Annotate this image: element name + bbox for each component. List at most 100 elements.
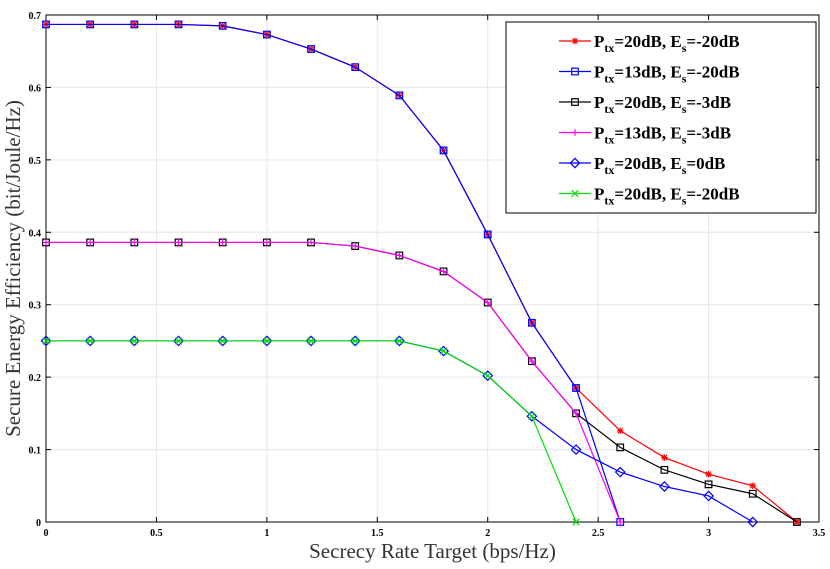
y-tick-label: 0.7 bbox=[29, 11, 42, 22]
data-point-4 bbox=[42, 239, 50, 246]
legend-marker bbox=[571, 129, 579, 136]
data-point-6 bbox=[174, 337, 183, 345]
data-point-6 bbox=[528, 412, 536, 420]
data-point-4 bbox=[528, 357, 536, 365]
legend-marker bbox=[571, 67, 579, 76]
legend-entry-3: Ptx=20dB, Es=-3dB bbox=[559, 93, 731, 116]
data-point-6 bbox=[572, 518, 580, 526]
x-tick-label: 1 bbox=[264, 528, 269, 539]
data-point-4 bbox=[351, 242, 359, 250]
data-point-1 bbox=[793, 518, 801, 526]
legend-label: Ptx=20dB, Es=-3dB bbox=[594, 93, 731, 116]
x-tick-label: 1.5 bbox=[371, 528, 384, 539]
x-tick-label: 0 bbox=[44, 528, 49, 539]
data-point-2 bbox=[351, 63, 360, 72]
data-point-4 bbox=[219, 239, 226, 246]
data-point-4 bbox=[86, 239, 94, 246]
series-4 bbox=[42, 239, 624, 526]
series-line-2 bbox=[46, 23, 621, 523]
y-tick-label: 0.5 bbox=[29, 156, 42, 167]
data-point-6 bbox=[130, 337, 139, 345]
plot-frame bbox=[45, 14, 820, 523]
y-tick-label: 0 bbox=[36, 518, 41, 529]
legend-box bbox=[505, 21, 817, 214]
data-point-6 bbox=[439, 347, 448, 355]
legend: Ptx=20dB, Es=-20dB Ptx=13dB, Es=-20dB Ptx=… bbox=[505, 21, 817, 214]
series-line-4 bbox=[46, 241, 621, 523]
legend-label: Ptx=13dB, Es=-20dB bbox=[594, 63, 740, 86]
data-point-5 bbox=[438, 345, 449, 357]
data-point-5 bbox=[703, 490, 715, 502]
axis-ticks: 0 0.5 1 1.5 2 2.5 3 3.5 0 0.1 0.2 0.3 0.4 0.5 0.6 0.7 bbox=[29, 11, 826, 539]
data-point-2 bbox=[439, 146, 448, 155]
data-point-5 bbox=[393, 335, 405, 347]
legend-label: Ptx=20dB, Es=-20dB bbox=[594, 185, 740, 208]
x-tick-label: 3.5 bbox=[813, 528, 826, 539]
data-point-5 bbox=[305, 335, 317, 347]
y-tick-label: 0.6 bbox=[29, 83, 42, 94]
legend-entry-4: Ptx=13dB, Es=-3dB bbox=[559, 124, 731, 147]
data-point-3 bbox=[793, 518, 801, 526]
data-point-5 bbox=[747, 516, 759, 528]
data-point-2 bbox=[307, 45, 315, 53]
data-point-3 bbox=[748, 489, 757, 498]
data-point-4 bbox=[616, 518, 624, 526]
data-point-5 bbox=[261, 335, 273, 347]
data-point-5 bbox=[658, 481, 670, 492]
data-point-6 bbox=[263, 337, 271, 345]
data-point-2 bbox=[174, 20, 183, 29]
data-point-4 bbox=[396, 252, 403, 259]
x-tick-label: 3 bbox=[706, 528, 711, 539]
data-point-4 bbox=[175, 239, 182, 246]
legend-entry-1: Ptx=20dB, Es=-20dB bbox=[559, 32, 740, 55]
y-tick-label: 0.2 bbox=[29, 373, 42, 384]
series-2 bbox=[42, 20, 625, 526]
data-point-6 bbox=[483, 371, 492, 380]
data-point-6 bbox=[42, 337, 50, 345]
x-tick-label: 0.5 bbox=[150, 528, 163, 539]
legend-marker bbox=[571, 37, 579, 45]
data-point-5 bbox=[84, 335, 96, 347]
legend-label: Ptx=20dB, Es=-20dB bbox=[594, 32, 740, 55]
x-tick-label: 2.5 bbox=[592, 528, 605, 539]
data-point-5 bbox=[570, 444, 582, 456]
data-point-2 bbox=[527, 318, 536, 327]
data-point-2 bbox=[262, 30, 271, 39]
data-point-6 bbox=[218, 337, 227, 345]
data-point-5 bbox=[128, 335, 140, 347]
data-point-5 bbox=[173, 335, 184, 347]
legend-marker bbox=[571, 189, 579, 198]
data-point-1 bbox=[661, 454, 668, 461]
data-point-5 bbox=[526, 410, 538, 422]
data-point-4 bbox=[307, 239, 315, 246]
series-layer bbox=[40, 20, 801, 528]
data-point-4 bbox=[440, 268, 447, 275]
data-point-6 bbox=[351, 337, 359, 345]
data-point-2 bbox=[572, 384, 580, 392]
data-point-2 bbox=[42, 20, 50, 29]
legend-marker bbox=[569, 157, 581, 169]
x-tick-label: 2 bbox=[485, 528, 490, 539]
legend-label: Ptx=20dB, Es=0dB bbox=[594, 154, 725, 177]
data-point-1 bbox=[749, 482, 757, 490]
data-point-6 bbox=[395, 337, 404, 345]
data-point-3 bbox=[616, 443, 625, 452]
data-point-2 bbox=[218, 21, 227, 30]
data-point-3 bbox=[704, 480, 713, 489]
data-point-5 bbox=[614, 466, 626, 478]
data-point-1 bbox=[616, 427, 624, 435]
legend-entry-6: Ptx=20dB, Es=-20dB bbox=[559, 185, 740, 208]
legend-label: Ptx=13dB, Es=-3dB bbox=[594, 124, 731, 147]
data-point-1 bbox=[705, 470, 712, 478]
x-axis-label: Secrecy Rate Target (bps/Hz) bbox=[309, 539, 556, 563]
data-point-5 bbox=[217, 335, 229, 347]
data-point-4 bbox=[484, 299, 492, 306]
y-tick-label: 0.1 bbox=[29, 446, 42, 457]
y-tick-label: 0.4 bbox=[29, 228, 42, 239]
data-point-6 bbox=[307, 337, 315, 345]
data-point-2 bbox=[395, 91, 404, 100]
data-point-2 bbox=[483, 230, 492, 239]
data-point-2 bbox=[86, 20, 95, 29]
data-point-6 bbox=[86, 337, 94, 345]
